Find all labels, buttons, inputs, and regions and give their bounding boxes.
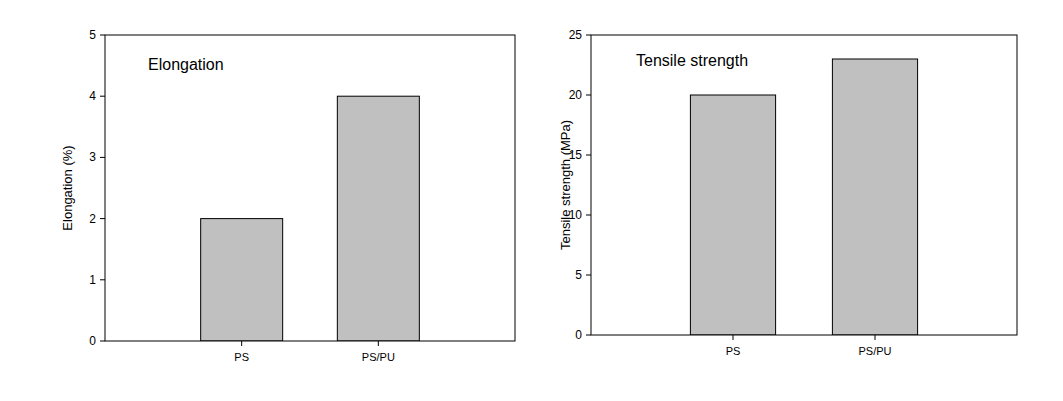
- y-tick-label: 1: [89, 273, 96, 287]
- y-tick-label: 0: [575, 328, 582, 342]
- y-tick: [586, 335, 591, 336]
- plot-frame: [591, 35, 1017, 335]
- x-tick-label: PS: [726, 345, 741, 357]
- bars: [201, 96, 420, 341]
- bar: [690, 95, 775, 335]
- x-tick: [241, 341, 242, 346]
- y-tick-label: 5: [575, 268, 582, 282]
- x-tick: [378, 341, 379, 346]
- y-tick: [586, 275, 591, 276]
- y-tick: [586, 35, 591, 36]
- x-tick: [875, 335, 876, 340]
- x-tick-label: PS/PU: [858, 345, 891, 357]
- plot-frame: [105, 35, 515, 341]
- y-tick-label: 2: [89, 212, 96, 226]
- x-tick-label: PS: [234, 351, 249, 363]
- y-tick: [100, 218, 105, 219]
- x-tick: [733, 335, 734, 340]
- y-tick-label: 0: [89, 334, 96, 348]
- figure: 012345PSPS/PUElongation (%)Elongation051…: [0, 0, 1063, 401]
- y-tick-label: 25: [569, 28, 583, 42]
- y-tick-label: 3: [89, 150, 96, 164]
- y-tick-label: 20: [569, 88, 583, 102]
- y-tick: [100, 341, 105, 342]
- y-tick: [100, 157, 105, 158]
- chart-title: Tensile strength: [636, 52, 748, 69]
- bar: [832, 59, 917, 335]
- bar: [201, 219, 283, 341]
- y-tick: [100, 279, 105, 280]
- chart-root: 012345PSPS/PUElongation (%)Elongation051…: [0, 0, 1063, 401]
- panel: 0510152025PSPS/PUTensile strength (MPa)T…: [558, 28, 1017, 357]
- y-axis-label: Tensile strength (MPa): [558, 120, 573, 250]
- y-axis-label: Elongation (%): [60, 145, 75, 230]
- y-tick: [100, 35, 105, 36]
- y-tick: [586, 155, 591, 156]
- y-tick: [586, 95, 591, 96]
- y-tick-label: 4: [89, 89, 96, 103]
- y-tick: [586, 215, 591, 216]
- chart-title: Elongation: [148, 56, 224, 73]
- bar: [337, 96, 419, 341]
- y-tick: [100, 96, 105, 97]
- y-tick-label: 5: [89, 28, 96, 42]
- bars: [690, 59, 917, 335]
- panel: 0 1 2 3 4 5 PS PS/PU Elongation (%) Elongation: [60, 28, 515, 363]
- x-tick-label: PS/PU: [362, 351, 395, 363]
